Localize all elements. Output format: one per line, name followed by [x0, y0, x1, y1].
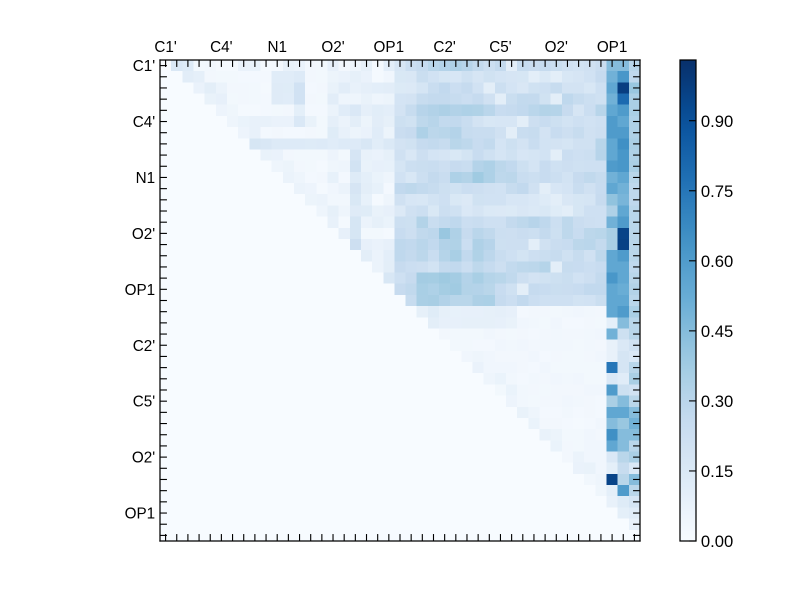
svg-text:C1': C1' — [133, 58, 156, 75]
svg-text:0.60: 0.60 — [701, 252, 733, 271]
svg-text:OP1: OP1 — [374, 39, 405, 56]
svg-text:0.90: 0.90 — [701, 112, 733, 131]
svg-text:C4': C4' — [210, 39, 233, 56]
svg-text:0.30: 0.30 — [701, 392, 733, 411]
svg-text:N1: N1 — [267, 39, 287, 56]
svg-text:O2': O2' — [321, 39, 344, 56]
svg-text:C2': C2' — [133, 338, 156, 355]
svg-text:C5': C5' — [133, 394, 156, 411]
svg-text:C4': C4' — [133, 114, 156, 131]
svg-text:0.00: 0.00 — [701, 532, 733, 551]
svg-text:C5': C5' — [489, 39, 512, 56]
svg-text:OP1: OP1 — [125, 506, 156, 523]
svg-text:OP1: OP1 — [597, 39, 628, 56]
svg-text:O2': O2' — [545, 39, 568, 56]
svg-text:0.15: 0.15 — [701, 462, 733, 481]
svg-text:0.45: 0.45 — [701, 322, 733, 341]
svg-text:OP1: OP1 — [125, 282, 156, 299]
svg-text:O2': O2' — [132, 226, 155, 243]
svg-text:C2': C2' — [433, 39, 456, 56]
svg-text:O2': O2' — [132, 450, 155, 467]
svg-text:0.75: 0.75 — [701, 182, 733, 201]
svg-text:N1: N1 — [136, 170, 156, 187]
svg-text:C1': C1' — [154, 39, 177, 56]
